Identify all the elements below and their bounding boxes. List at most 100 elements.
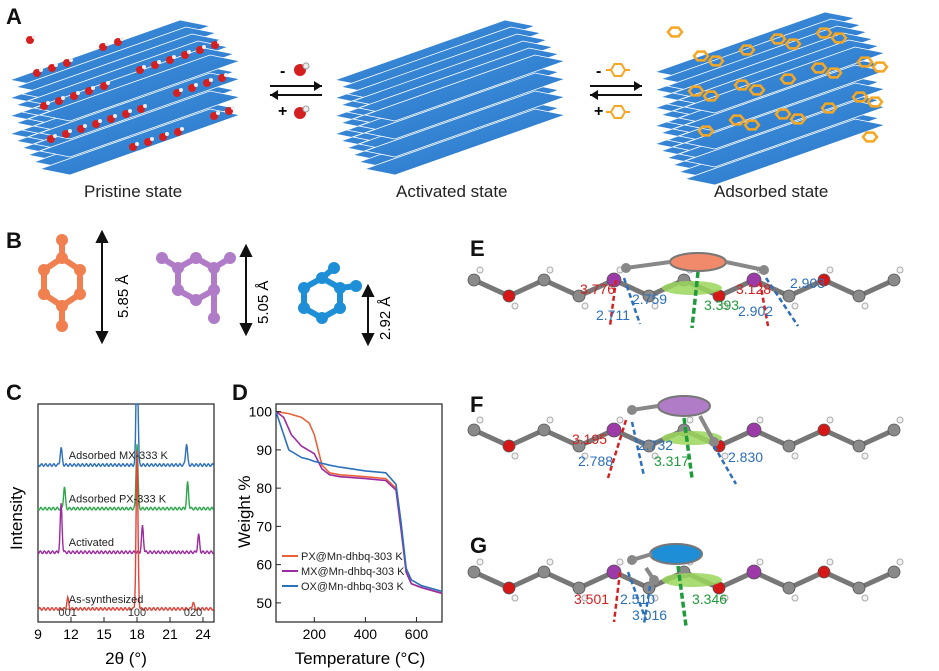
chart-d-legend-label: PX@Mn-dhbq-303 K <box>301 551 403 563</box>
framework-atom <box>606 422 622 438</box>
xylene-guest-icon <box>606 63 630 77</box>
panel-e-distance: 3.393 <box>704 297 739 313</box>
dimension-label-mx: 5.05 Å <box>255 281 272 324</box>
framework-atom <box>642 439 656 453</box>
framework-atom <box>502 439 516 453</box>
water-molecule <box>54 63 58 67</box>
chart-c-xtick-label: 21 <box>162 626 178 642</box>
chart-d-xtick-label: 400 <box>354 626 378 642</box>
water-molecule <box>211 41 219 49</box>
hydrogen-atom <box>896 266 904 274</box>
framework-sheet <box>683 82 887 150</box>
hydrogen-atom <box>896 416 904 424</box>
chart-c-series-line <box>37 403 215 468</box>
framework-bond <box>857 569 896 591</box>
framework-bond <box>787 277 826 299</box>
dimension-arrow-px <box>95 229 109 345</box>
xylene-guest <box>697 125 715 137</box>
panel-e-guest <box>608 252 800 329</box>
chart-c-xlabel: 2θ (°) <box>105 649 147 668</box>
water-molecule <box>209 78 213 82</box>
chart-c-xtick-label: 12 <box>63 626 79 642</box>
chart-c-frame <box>37 403 215 623</box>
framework-sheet <box>683 46 887 114</box>
framework-atom <box>537 565 551 579</box>
chart-d-ytick-label: 90 <box>256 442 272 458</box>
framework-sheet <box>683 100 887 168</box>
framework-atom <box>537 423 551 437</box>
state-label-activated: Activated state <box>396 182 508 201</box>
xylene-guest <box>825 67 843 79</box>
panel-g-distance: 2.510 <box>620 591 655 607</box>
chart-c-ylabel: Intensity <box>7 486 26 550</box>
water-molecule <box>173 89 181 97</box>
central-ring-highlight <box>662 431 722 445</box>
framework-sheet <box>38 90 242 158</box>
pristine-stack <box>8 19 242 176</box>
framework-sheet <box>363 108 567 176</box>
framework-bond <box>787 427 826 449</box>
xylene-guest <box>810 62 828 74</box>
water-molecule <box>136 66 144 74</box>
xylene-guest <box>666 26 684 38</box>
xylene-guest <box>820 102 838 114</box>
framework-atom <box>782 439 796 453</box>
framework-atom <box>852 289 866 303</box>
state-label-adsorbed: Adsorbed state <box>714 182 829 201</box>
water-molecule <box>172 55 176 59</box>
framework-sheet <box>363 72 567 140</box>
framework-atom <box>572 289 586 303</box>
framework-atom <box>606 272 622 288</box>
water-molecule <box>120 37 124 41</box>
panel-label-g: G <box>470 533 488 558</box>
xylene-guest <box>779 73 797 85</box>
xylene-guest <box>774 108 792 120</box>
water-molecule <box>92 120 100 128</box>
water-molecule <box>174 128 182 136</box>
hydrogen-atom <box>511 594 519 602</box>
water-molecule <box>196 46 204 54</box>
xylene-guest <box>702 90 720 102</box>
water-molecule <box>113 114 117 118</box>
xylene-guest <box>866 96 884 108</box>
water-molecule <box>106 81 110 85</box>
hydrogen-atom <box>651 302 659 310</box>
equilibrium-arrows-left <box>270 62 322 119</box>
hydrogen-atom <box>546 266 554 274</box>
water-molecule <box>216 111 220 115</box>
framework-bond <box>787 569 826 591</box>
sign-minus-right: - <box>596 63 601 80</box>
water-molecule <box>179 88 183 92</box>
framework-atom <box>642 289 656 303</box>
framework-bond <box>542 277 581 299</box>
hydrogen-atom <box>686 416 694 424</box>
activated-stack <box>333 19 567 176</box>
panel-e-distance: 3.776 <box>580 281 615 297</box>
dimension-arrow-ox <box>361 283 375 347</box>
equilibrium-arrows-right <box>590 63 642 119</box>
framework-bond <box>507 277 546 299</box>
panel-f-distance: 3.317 <box>654 453 689 469</box>
hydrogen-atom <box>616 416 624 424</box>
sign-plus-left: + <box>278 103 287 120</box>
hydrogen-atom <box>861 594 869 602</box>
panel-label-b: B <box>6 228 22 253</box>
chart-d-ytick-label: 70 <box>256 518 272 534</box>
panel-f-distance: 2.830 <box>728 449 763 465</box>
hydrogen-atom <box>756 416 764 424</box>
panel-g-distance: 3.016 <box>632 607 667 623</box>
panel-g-distance: 3.501 <box>574 591 609 607</box>
hydrogen-atom <box>721 594 729 602</box>
hydrogen-atom <box>861 302 869 310</box>
ortho-xylene-molecule <box>298 262 362 324</box>
water-molecule <box>180 127 184 131</box>
hydrogen-atom <box>791 594 799 602</box>
dimension-arrow-mx <box>239 243 253 337</box>
framework-bond <box>472 569 511 591</box>
xylene-guest <box>856 56 874 68</box>
xylene-guest <box>871 61 889 73</box>
panels-efg-structures: 3.776 2.759 2.711 3.393 3.128 2.903 2.90… <box>467 252 904 627</box>
hydrogen-atom <box>511 302 519 310</box>
water-molecule <box>85 87 93 95</box>
xylene-guest <box>743 119 761 131</box>
